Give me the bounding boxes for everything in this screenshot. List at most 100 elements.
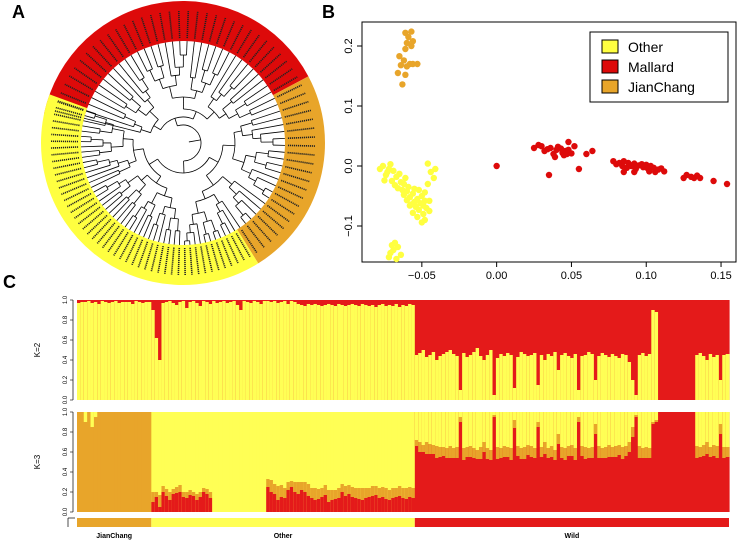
k3-bar-red [448, 412, 453, 512]
point-mallard [547, 144, 554, 152]
leaf-label [113, 232, 129, 256]
leaf-label [201, 13, 208, 40]
k3-bar-orange [141, 412, 146, 512]
k3-bar-orange [722, 447, 727, 458]
k3-bar-red [188, 495, 193, 512]
leaf-label [131, 20, 144, 47]
k3-bar-yellow [215, 412, 220, 512]
k2-bar-red [495, 300, 500, 400]
k3-bar-red [161, 492, 166, 512]
k3-bar-orange [563, 448, 568, 460]
leaf-label [63, 188, 89, 202]
tree-branch [213, 194, 220, 204]
k3-bar-yellow [188, 412, 193, 512]
k3-bar-yellow [438, 412, 443, 447]
tree-branch [222, 176, 233, 185]
k3-bar-orange [83, 412, 88, 512]
k2-bar-red [718, 300, 723, 400]
leaf-label [257, 215, 279, 236]
k3-bar-red [272, 494, 277, 512]
k3-bar-yellow [330, 412, 335, 512]
tree-branch [246, 91, 272, 107]
k2-bar-yellow [421, 350, 426, 400]
point-mallard [568, 150, 575, 157]
k3-bar-yellow [725, 412, 730, 447]
k3-bar-red [685, 412, 690, 512]
group-label-other: Other [274, 533, 293, 540]
k3-bar-yellow [289, 412, 294, 512]
k2-bar-red [553, 300, 558, 400]
k3-bar-yellow [600, 412, 605, 448]
k3-bar-orange [147, 412, 152, 512]
tree-branch [194, 42, 203, 79]
k3-bar-orange [533, 448, 538, 458]
tree-branch [215, 204, 221, 212]
tree-branch [235, 205, 244, 216]
k3-bar-yellow [303, 412, 308, 512]
k3-bar-red [529, 412, 534, 512]
k3-bar-orange [367, 488, 372, 497]
tree-branch [251, 110, 281, 121]
k3-bar-red [570, 412, 575, 512]
k3-bar-red [191, 496, 196, 512]
k3-bar-orange [178, 485, 183, 492]
k3-bar-yellow [154, 412, 159, 512]
k3-bar-orange [195, 494, 200, 500]
k2-bar-yellow [536, 385, 541, 400]
leaf-label [273, 76, 298, 92]
k2-bar-yellow [350, 304, 355, 400]
tree-branch [222, 109, 230, 119]
k3-bar-orange [337, 488, 342, 498]
k3-bar-red [597, 412, 602, 512]
k2-bar-yellow [333, 306, 338, 400]
k2-bar-yellow [516, 357, 521, 400]
tree-branch [268, 150, 285, 153]
tree-branch [190, 89, 203, 93]
leaf-label [287, 151, 315, 156]
tree-branch [233, 130, 242, 133]
leaf-label [85, 52, 107, 73]
k3-bar-yellow [617, 412, 622, 445]
k3-bar-orange [627, 442, 632, 452]
k3-bar-orange [320, 488, 325, 497]
tree-branch [241, 168, 251, 174]
k3-bar-orange [340, 484, 345, 492]
k3-bar-yellow [543, 412, 548, 442]
k3-bar-yellow [451, 412, 456, 448]
tree-branch [249, 97, 275, 111]
k3-bar-red [154, 497, 159, 512]
point-other [409, 209, 417, 216]
y-tick-label: 0.0 [343, 158, 355, 173]
k3-bar-orange [127, 412, 132, 512]
k2-bar-red [543, 300, 548, 400]
leaf-label [178, 11, 181, 39]
k3-bar-orange [384, 488, 389, 499]
k3-bar-orange [104, 412, 109, 512]
k3-bar-orange [435, 446, 440, 458]
k3-bar-orange [266, 479, 271, 487]
k3-bar-yellow [249, 412, 254, 512]
k2-bar-red [414, 300, 419, 400]
x-tick-label: 0.05 [561, 270, 582, 282]
k3-bar-yellow [492, 412, 497, 415]
group-band-other [151, 518, 415, 527]
k3-bar-yellow [286, 412, 291, 512]
k2-bar-yellow [462, 353, 467, 400]
k3-bar-orange [181, 492, 186, 497]
k3-bar-orange [377, 488, 382, 498]
k3-bar-red [668, 412, 673, 512]
tree-branch [186, 231, 194, 234]
point-jianchang [408, 42, 415, 50]
k3-bar-red [485, 412, 490, 512]
point-other [384, 168, 391, 176]
k3-bar-orange [718, 424, 723, 434]
k-label: K=2 [33, 342, 42, 357]
k2-bar-yellow [604, 355, 608, 400]
leaf-label [55, 106, 83, 116]
k2-bar-yellow [326, 304, 331, 400]
k2-bar-yellow [614, 356, 619, 400]
tree-branch [91, 173, 121, 188]
k3-bar-yellow [364, 412, 369, 512]
k3-bar-orange [279, 485, 284, 497]
leaf-label [215, 242, 227, 269]
